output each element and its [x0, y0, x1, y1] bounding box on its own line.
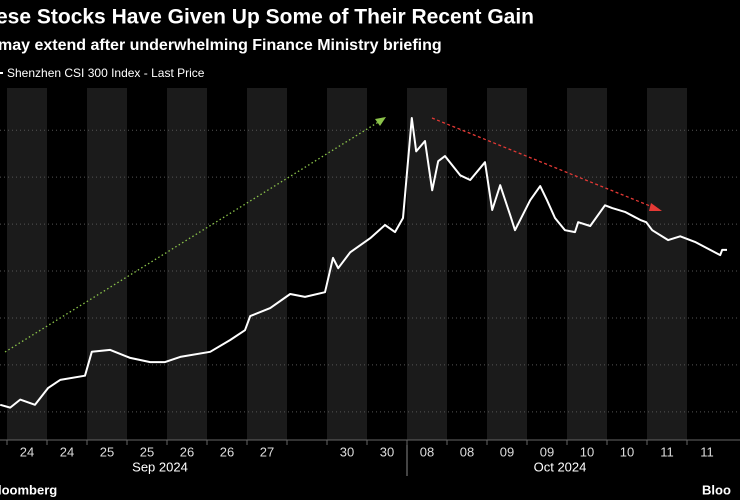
legend-label: Shenzhen CSI 300 Index - Last Price — [7, 66, 205, 80]
x-tick-label: 08 — [460, 444, 474, 459]
session-band — [407, 88, 447, 440]
x-tick-label: 24 — [20, 444, 34, 459]
session-band — [167, 88, 207, 440]
x-tick-label: 30 — [340, 444, 354, 459]
x-tick-label: 09 — [540, 444, 554, 459]
x-tick-label: 10 — [620, 444, 634, 459]
grid-layer — [0, 129, 740, 413]
session-band — [7, 88, 47, 440]
x-tick-label: 26 — [180, 444, 194, 459]
x-tick-label: 25 — [140, 444, 154, 459]
month-label: Oct 2024 — [534, 459, 587, 474]
source: loomberg — [0, 482, 57, 497]
chart-title: ese Stocks Have Given Up Some of Their R… — [0, 6, 534, 29]
session-band — [327, 88, 367, 440]
x-tick-label: 11 — [700, 444, 714, 459]
session-band — [87, 88, 127, 440]
x-tick-label: 30 — [380, 444, 394, 459]
session-band — [247, 88, 287, 440]
x-tick-label: 24 — [60, 444, 74, 459]
x-tick-label: 25 — [100, 444, 114, 459]
source-right: Bloo — [702, 482, 731, 497]
arrow-head — [649, 203, 662, 211]
trend-arrow-down — [431, 117, 661, 211]
arrow-head — [375, 117, 386, 126]
session-band — [567, 88, 607, 440]
x-tick-label: 11 — [660, 444, 674, 459]
chart-subtitle: may extend after underwhelming Finance M… — [0, 37, 442, 54]
band-layer — [7, 88, 687, 440]
x-tick-label: 10 — [580, 444, 594, 459]
x-tick-label: 27 — [260, 444, 274, 459]
session-band — [487, 88, 527, 440]
price-line — [0, 117, 727, 409]
session-band — [647, 88, 687, 440]
x-tick-label: 26 — [220, 444, 234, 459]
x-tick-label: 09 — [500, 444, 514, 459]
x-tick-label: 08 — [420, 444, 434, 459]
month-label: Sep 2024 — [132, 459, 188, 474]
